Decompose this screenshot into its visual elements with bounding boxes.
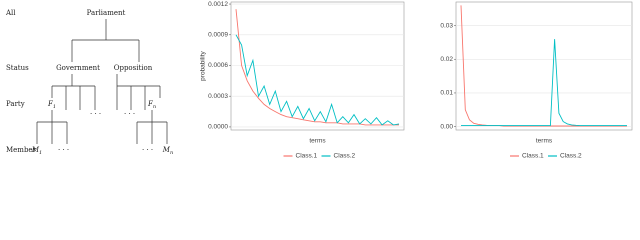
y-tick-label: 0.0009 <box>208 31 228 38</box>
level-label: All <box>5 9 16 17</box>
legend-label: Class.1 <box>296 153 318 160</box>
y-tick-label: 0.02 <box>440 56 453 63</box>
y-tick-label: 0.0003 <box>208 93 228 100</box>
node: Opposition <box>114 64 153 72</box>
legend-label: Class.2 <box>560 153 582 160</box>
ellipsis: · · · <box>124 110 135 118</box>
x-axis-label: terms <box>309 138 326 145</box>
level-label: Party <box>6 100 25 108</box>
plot-panel <box>455 1 633 131</box>
line-series <box>235 9 399 126</box>
node: Parliament <box>87 9 126 17</box>
y-axis-label: probability <box>200 50 207 80</box>
x-axis-label: terms <box>536 138 553 145</box>
chart: 0.00 0.01 0.02 0.03 terms Class.1 Class.2 <box>440 1 633 160</box>
ellipsis: · · · <box>90 110 101 118</box>
legend-label: Class.1 <box>522 153 544 160</box>
ellipsis: · · · <box>58 146 69 154</box>
line-series <box>461 39 627 127</box>
node: Mn <box>162 146 173 156</box>
y-tick-label: 0.0000 <box>208 124 228 131</box>
y-tick-label: 0.03 <box>440 22 453 29</box>
tree-diagram: All Status Party Member Parliament Gover… <box>5 9 173 156</box>
legend-label: Class.2 <box>334 153 356 160</box>
plot-panel <box>230 1 405 131</box>
tree-edges <box>36 19 168 144</box>
chart: 0.0000 0.0003 0.0006 0.0009 0.0012 terms proba… <box>200 1 405 160</box>
y-tick-label: 0.00 <box>440 123 453 130</box>
y-tick-label: 0.0012 <box>208 1 228 8</box>
level-label: Member <box>6 146 37 154</box>
node: M1 <box>31 146 42 156</box>
figure: All Status Party Member Parliament Gover… <box>5 1 633 160</box>
node: Government <box>56 64 100 72</box>
ellipsis: · · · <box>142 146 153 154</box>
line-series <box>235 34 400 126</box>
node: F1 <box>47 100 56 110</box>
level-label: Status <box>6 64 29 72</box>
y-tick-label: 0.0006 <box>208 62 228 69</box>
y-tick-label: 0.01 <box>440 90 453 97</box>
node: Fn <box>147 100 156 110</box>
